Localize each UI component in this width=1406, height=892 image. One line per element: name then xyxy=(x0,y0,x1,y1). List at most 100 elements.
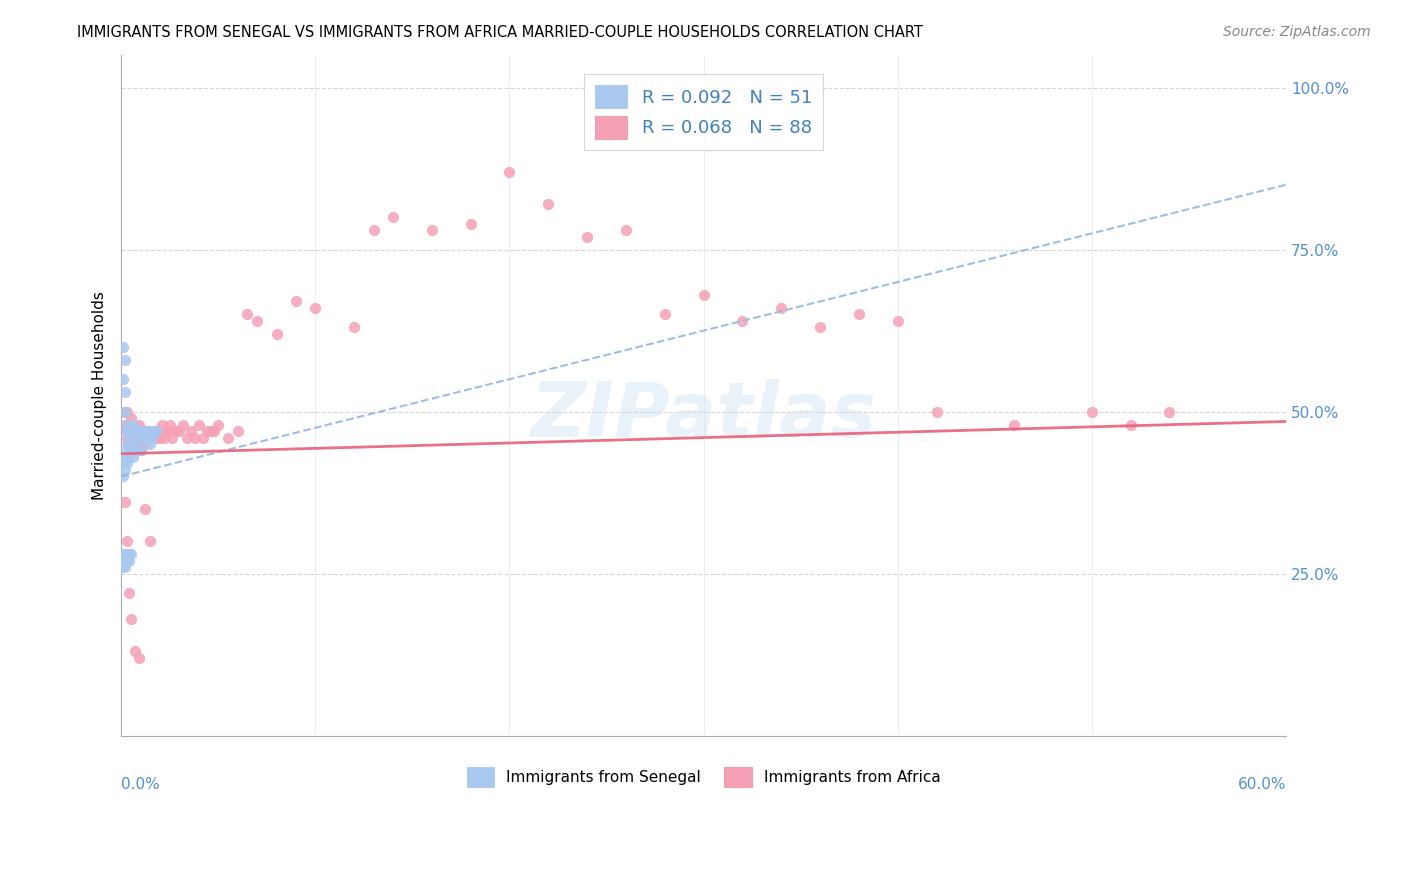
Text: 60.0%: 60.0% xyxy=(1237,777,1286,791)
Point xyxy=(217,431,239,445)
Point xyxy=(115,457,138,471)
Point xyxy=(343,320,366,334)
Point xyxy=(266,326,288,341)
Point xyxy=(134,437,156,451)
Point xyxy=(115,437,138,451)
Point xyxy=(420,223,443,237)
Point xyxy=(131,437,153,451)
Point xyxy=(121,437,143,451)
Point xyxy=(120,443,142,458)
Point xyxy=(141,424,163,438)
Point xyxy=(131,424,153,438)
Text: 0.0%: 0.0% xyxy=(121,777,160,791)
Point xyxy=(692,288,714,302)
Point xyxy=(155,424,177,438)
Point xyxy=(114,352,136,367)
Point xyxy=(114,554,136,568)
Point xyxy=(114,495,136,509)
Point xyxy=(304,301,326,315)
Point xyxy=(112,469,135,483)
Point xyxy=(112,372,135,386)
Point xyxy=(848,307,870,321)
Point xyxy=(770,301,793,315)
Point xyxy=(202,424,225,438)
Point xyxy=(115,404,138,418)
Point xyxy=(537,197,560,211)
Point xyxy=(124,443,146,458)
Point xyxy=(125,424,148,438)
Point xyxy=(135,431,157,445)
Point xyxy=(498,165,520,179)
Point xyxy=(120,443,142,458)
Point xyxy=(149,431,172,445)
Point xyxy=(120,411,142,425)
Point xyxy=(236,307,259,321)
Point xyxy=(156,424,179,438)
Point xyxy=(139,424,162,438)
Point xyxy=(115,424,138,438)
Point xyxy=(118,424,141,438)
Point xyxy=(114,463,136,477)
Point xyxy=(145,431,167,445)
Point xyxy=(169,424,191,438)
Point xyxy=(1081,404,1104,418)
Point xyxy=(134,501,156,516)
Point xyxy=(124,424,146,438)
Point xyxy=(129,424,152,438)
Point xyxy=(150,417,173,432)
Point xyxy=(284,294,307,309)
Point xyxy=(246,314,269,328)
Point xyxy=(121,417,143,432)
Point xyxy=(115,554,138,568)
Point xyxy=(886,314,908,328)
Point xyxy=(131,431,153,445)
Point xyxy=(160,431,183,445)
Point xyxy=(1002,417,1025,432)
Point xyxy=(363,223,385,237)
Legend: Immigrants from Senegal, Immigrants from Africa: Immigrants from Senegal, Immigrants from… xyxy=(457,758,949,796)
Point xyxy=(125,443,148,458)
Point xyxy=(576,229,599,244)
Point xyxy=(114,385,136,400)
Point xyxy=(118,417,141,432)
Point xyxy=(134,424,156,438)
Text: Source: ZipAtlas.com: Source: ZipAtlas.com xyxy=(1223,25,1371,39)
Point xyxy=(115,431,138,445)
Point xyxy=(138,431,160,445)
Point xyxy=(180,424,202,438)
Point xyxy=(191,431,214,445)
Point xyxy=(176,431,198,445)
Point xyxy=(143,431,166,445)
Point xyxy=(187,417,209,432)
Point xyxy=(125,424,148,438)
Point xyxy=(120,443,142,458)
Point xyxy=(118,424,141,438)
Point xyxy=(460,217,482,231)
Point xyxy=(165,424,187,438)
Point xyxy=(139,534,162,549)
Point xyxy=(120,547,142,561)
Point xyxy=(120,431,142,445)
Point xyxy=(114,547,136,561)
Point xyxy=(146,424,169,438)
Point xyxy=(1159,404,1181,418)
Point xyxy=(118,450,141,464)
Point xyxy=(115,534,138,549)
Point xyxy=(226,424,249,438)
Point xyxy=(808,320,831,334)
Point xyxy=(128,651,150,665)
Point xyxy=(139,437,162,451)
Text: IMMIGRANTS FROM SENEGAL VS IMMIGRANTS FROM AFRICA MARRIED-COUPLE HOUSEHOLDS CORR: IMMIGRANTS FROM SENEGAL VS IMMIGRANTS FR… xyxy=(77,25,924,40)
Point xyxy=(114,450,136,464)
Point xyxy=(654,307,676,321)
Point xyxy=(128,417,150,432)
Point xyxy=(118,547,141,561)
Point xyxy=(134,431,156,445)
Point xyxy=(121,437,143,451)
Point xyxy=(124,644,146,658)
Point xyxy=(135,424,157,438)
Point xyxy=(112,457,135,471)
Point xyxy=(141,431,163,445)
Point xyxy=(207,417,229,432)
Point xyxy=(115,547,138,561)
